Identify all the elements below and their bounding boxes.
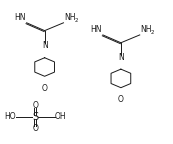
Text: N: N (118, 53, 124, 62)
Text: HN: HN (90, 25, 102, 34)
Text: 2: 2 (74, 18, 78, 23)
Text: NH: NH (141, 25, 152, 34)
Text: HO: HO (4, 112, 16, 121)
Text: S: S (32, 112, 38, 122)
Text: O: O (32, 101, 38, 110)
Text: O: O (32, 124, 38, 133)
Text: 2: 2 (151, 30, 154, 35)
Text: O: O (118, 95, 124, 104)
Text: N: N (42, 41, 48, 50)
Text: O: O (42, 84, 48, 93)
Text: OH: OH (55, 112, 67, 121)
Text: NH: NH (64, 13, 76, 22)
Text: HN: HN (14, 13, 26, 22)
